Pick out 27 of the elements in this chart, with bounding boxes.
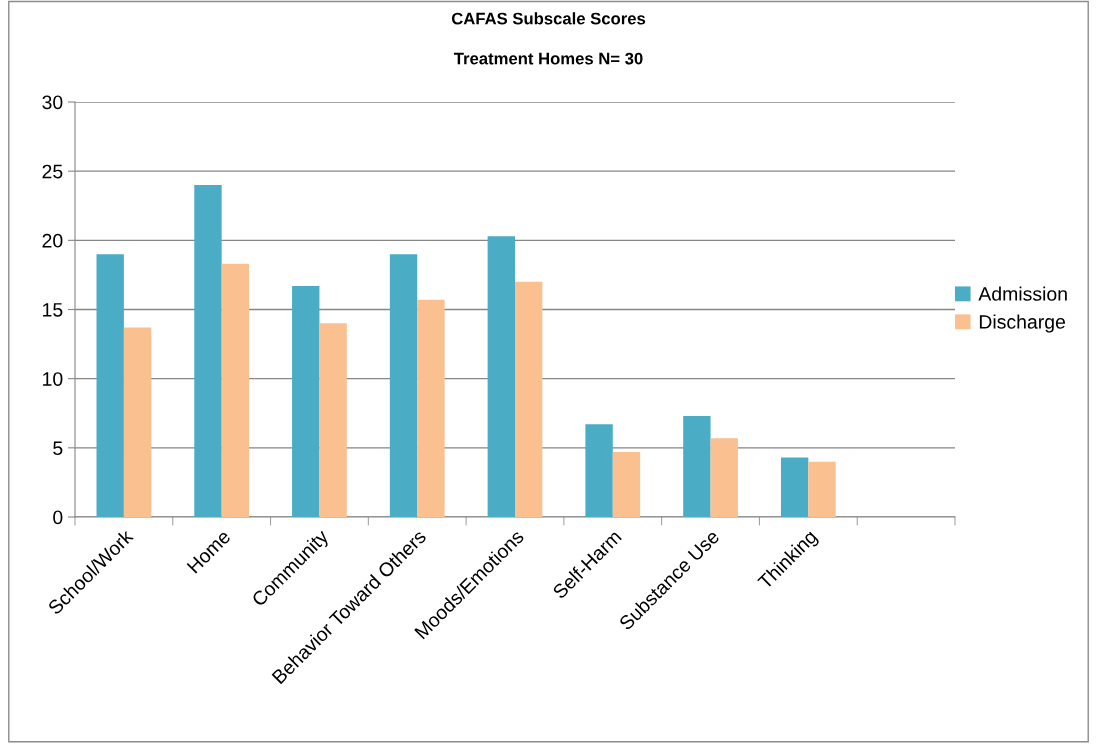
bar: [194, 185, 222, 517]
bar: [487, 236, 515, 517]
y-tick-label: 10: [43, 372, 63, 386]
y-tick-label: 15: [43, 303, 63, 317]
bar: [123, 327, 152, 517]
bar: [292, 285, 320, 517]
bar: [389, 254, 418, 517]
y-tick-label: 0: [53, 510, 63, 525]
bar: [319, 323, 347, 517]
bar: [96, 254, 124, 517]
y-tick-label: 5: [53, 441, 63, 456]
bar: [585, 424, 613, 517]
bar: [221, 263, 250, 517]
legend-label: Admission: [978, 286, 1067, 301]
bar: [612, 451, 641, 517]
bar: [515, 281, 543, 517]
chart-title: CAFAS Subscale Scores: [451, 12, 646, 25]
y-tick-label: 25: [42, 164, 63, 179]
bar: [780, 457, 809, 517]
chart-subtitle: Treatment Homes N= 30: [453, 52, 643, 65]
y-tick-label: 30: [42, 95, 63, 110]
bar: [417, 299, 445, 517]
bar: [808, 461, 836, 517]
bar: [710, 438, 738, 517]
legend-label: Discharge: [979, 314, 1066, 333]
y-tick-label: 20: [42, 233, 63, 248]
bar: [683, 416, 711, 517]
